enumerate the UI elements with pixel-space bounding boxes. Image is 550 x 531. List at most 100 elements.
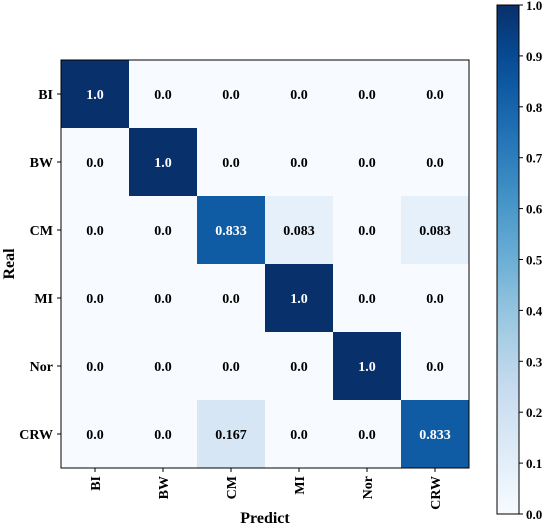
heatmap-cell — [265, 128, 333, 196]
colorbar — [496, 4, 520, 515]
heatmap-cell — [265, 400, 333, 468]
cell-value-label: 0.0 — [154, 360, 172, 375]
heatmap-cell — [61, 196, 129, 264]
heatmap-cell — [333, 400, 401, 468]
cell-value-label: 0.0 — [86, 156, 104, 171]
cell-value-label: 0.0 — [222, 360, 240, 375]
heatmap-cells — [61, 60, 469, 468]
heatmap-cell — [197, 196, 265, 264]
colorbar-tick-label: 1.0 — [526, 0, 542, 13]
cell-value-label: 1.0 — [290, 292, 308, 307]
cell-value-label: 1.0 — [86, 88, 104, 103]
x-tick-label: CRW — [429, 476, 444, 510]
cell-value-label: 0.0 — [222, 88, 240, 103]
x-axis-ticks: BI BW CM MI Nor CRW — [89, 468, 444, 510]
x-axis-label: Predict — [240, 510, 290, 527]
heatmap-cell — [333, 196, 401, 264]
x-tick-label: BI — [89, 476, 104, 491]
cell-value-label: 0.0 — [358, 156, 376, 171]
heatmap-cell — [197, 264, 265, 332]
cell-value-label: 0.0 — [154, 292, 172, 307]
cell-value-label: 0.0 — [290, 88, 308, 103]
cell-value-label: 0.0 — [426, 156, 444, 171]
cell-value-label: 0.0 — [86, 224, 104, 239]
colorbar-ticks: 0.0 0.1 0.2 0.3 0.4 0.5 0.6 0.7 0.8 0.9 1.0 — [519, 0, 543, 522]
colorbar-tick-label: 0.9 — [526, 49, 543, 64]
cell-value-label: 0.0 — [154, 224, 172, 239]
colorbar-tick-label: 0.8 — [526, 100, 543, 115]
heatmap-cell — [61, 400, 129, 468]
cell-value-label: 0.0 — [86, 292, 104, 307]
heatmap-cell — [61, 264, 129, 332]
cell-value-label: 0.833 — [215, 224, 247, 239]
colorbar-tick-label: 0.4 — [526, 303, 543, 318]
colorbar-tick-label: 0.7 — [526, 151, 543, 166]
cell-value-label: 0.0 — [358, 292, 376, 307]
heatmap-cell — [401, 60, 469, 128]
heatmap-cell — [401, 196, 469, 264]
heatmap-cell — [401, 332, 469, 400]
heatmap-cell — [333, 332, 401, 400]
heatmap-cell — [61, 128, 129, 196]
x-tick-label: BW — [157, 476, 172, 499]
cell-value-label: 1.0 — [154, 156, 172, 171]
y-tick-label: BI — [38, 88, 53, 103]
cell-value-label: 0.0 — [426, 292, 444, 307]
heatmap-cell — [197, 332, 265, 400]
heatmap-cell — [129, 264, 197, 332]
colorbar-tick-label: 0.5 — [526, 253, 543, 268]
plot-frame — [60, 59, 470, 469]
heatmap-cell — [401, 264, 469, 332]
heatmap-cell — [265, 332, 333, 400]
heatmap-cell — [129, 332, 197, 400]
heatmap-cell-labels: 1.0 0.0 0.0 0.0 0.0 0.0 0.0 1.0 0.0 0.0 0.0 0.0 0.0 0… — [86, 88, 451, 443]
cell-value-label: 0.0 — [358, 88, 376, 103]
heatmap-cell — [129, 196, 197, 264]
y-axis-ticks: BI BW CM MI Nor CRW — [19, 88, 61, 443]
heatmap-cell — [129, 128, 197, 196]
colorbar-tick-label: 0.3 — [526, 354, 543, 369]
heatmap-cell — [197, 400, 265, 468]
cell-value-label: 0.0 — [358, 224, 376, 239]
heatmap-cell — [333, 128, 401, 196]
x-tick-label: MI — [293, 476, 308, 495]
colorbar-tick-label: 0.0 — [526, 507, 542, 522]
y-tick-label: CM — [30, 224, 53, 239]
y-axis-label: Real — [1, 248, 18, 280]
heatmap-cell — [401, 128, 469, 196]
cell-value-label: 0.0 — [222, 156, 240, 171]
x-tick-label: CM — [225, 476, 240, 499]
heatmap-cell — [265, 60, 333, 128]
heatmap-cell — [61, 332, 129, 400]
colorbar-tick-label: 0.1 — [526, 456, 542, 471]
heatmap-cell — [61, 60, 129, 128]
cell-value-label: 0.0 — [86, 428, 104, 443]
y-tick-label: BW — [30, 156, 53, 171]
cell-value-label: 0.0 — [426, 88, 444, 103]
y-tick-label: MI — [34, 292, 53, 307]
heatmap-cell — [129, 400, 197, 468]
cell-value-label: 0.0 — [86, 360, 104, 375]
cell-value-label: 0.833 — [419, 428, 451, 443]
y-tick-label: CRW — [19, 428, 53, 443]
x-tick-label: Nor — [361, 476, 376, 499]
heatmap-cell — [197, 60, 265, 128]
heatmap-cell — [265, 264, 333, 332]
heatmap-cell — [265, 196, 333, 264]
cell-value-label: 0.0 — [426, 360, 444, 375]
cell-value-label: 0.0 — [222, 292, 240, 307]
colorbar-tick-label: 0.6 — [526, 202, 543, 217]
cell-value-label: 0.0 — [358, 428, 376, 443]
cell-value-label: 1.0 — [358, 360, 376, 375]
colorbar-tick-label: 0.2 — [526, 405, 542, 420]
heatmap-cell — [401, 400, 469, 468]
heatmap-cell — [197, 128, 265, 196]
cell-value-label: 0.0 — [290, 156, 308, 171]
cell-value-label: 0.083 — [283, 224, 315, 239]
cell-value-label: 0.167 — [215, 428, 247, 443]
y-tick-label: Nor — [30, 360, 53, 375]
cell-value-label: 0.0 — [154, 428, 172, 443]
cell-value-label: 0.0 — [290, 360, 308, 375]
cell-value-label: 0.083 — [419, 224, 451, 239]
